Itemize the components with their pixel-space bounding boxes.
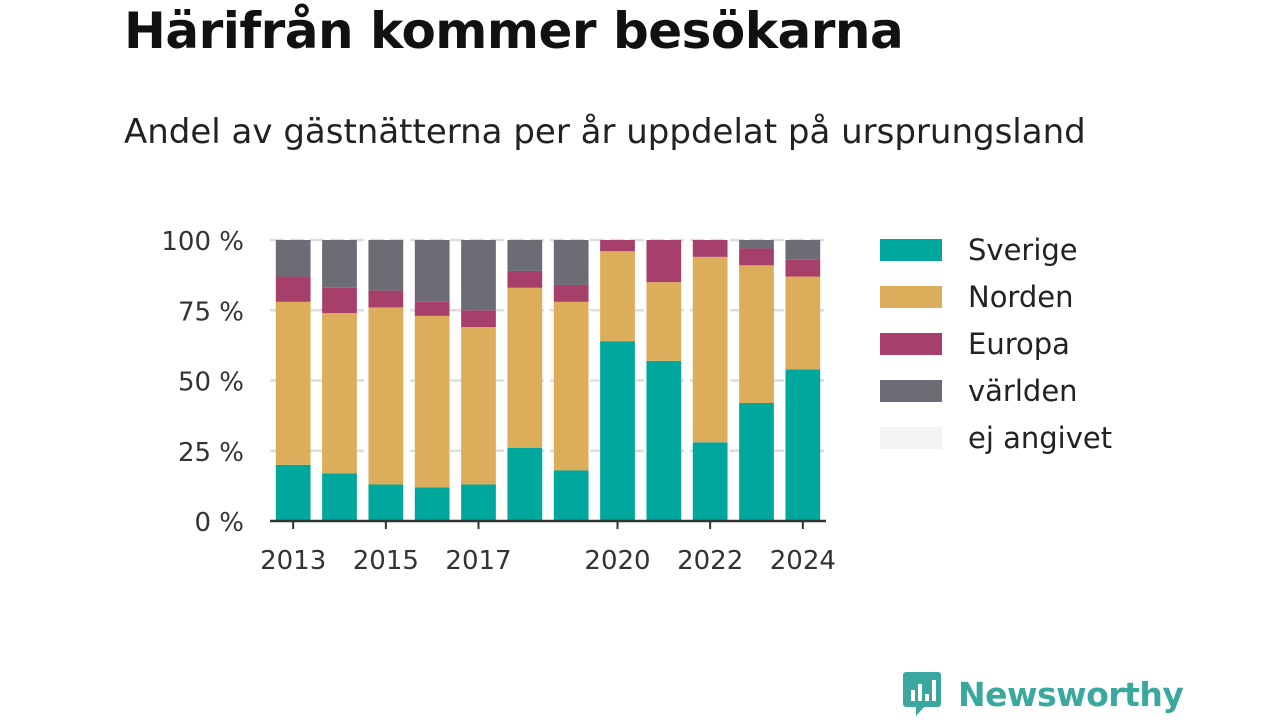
bar-segment [275,240,311,277]
bar-segment [507,287,543,448]
bar-segment [368,290,404,308]
legend-item: ej angivet [880,414,1112,461]
bar-segment [785,240,821,260]
bar-segment [785,259,821,277]
bar-segment [600,251,635,342]
legend-label: världen [968,373,1078,408]
bar-segment [322,313,357,474]
bar-segment [507,270,543,288]
legend-item: Europa [880,320,1112,367]
x-tick-label: 2020 [584,546,650,576]
bar-segment [600,341,635,521]
legend-label: ej angivet [968,420,1113,455]
x-tick-label: 2022 [677,546,743,576]
chart-legend: Sverige Norden Europa världen ej angivet [880,226,1112,461]
y-tick-label: 100 % [161,227,244,257]
bar-segment [785,369,821,521]
bar-segment [368,484,404,521]
legend-swatch [880,426,942,449]
legend-label: Europa [968,326,1070,361]
bar-segment [739,240,774,249]
x-tick-label: 2017 [445,546,511,576]
bar-segment [646,282,682,361]
bar-segment [739,402,774,521]
legend-label: Norden [968,279,1074,314]
chart-title: Härifrån kommer besökarna [124,2,904,60]
newsworthy-logo-icon [903,672,941,716]
bar-segment [553,284,589,302]
bar-segment [275,464,311,521]
bar-segment [275,301,311,465]
bar-segment [461,327,496,485]
legend-label: Sverige [968,232,1078,267]
bar-segment [507,240,543,271]
x-tick-label: 2024 [770,546,836,576]
newsworthy-logo: Newsworthy [902,670,1184,718]
bar-segment [368,307,404,485]
bar-segment [414,240,450,302]
bar-segment [461,484,496,521]
bar-segment [414,301,450,316]
bar-segment [414,315,450,488]
bar-segment [553,470,589,521]
y-tick-label: 75 % [178,297,244,327]
bar-segment [507,447,543,521]
y-tick-label: 25 % [178,438,244,468]
bar-segment [553,240,589,285]
bar-segment [739,248,774,266]
bar-segment [461,310,496,328]
legend-item: Sverige [880,226,1112,273]
bar-segment [739,265,774,403]
bar-segment [646,240,682,283]
y-tick-label: 0 % [194,508,244,538]
x-tick-label: 2015 [353,546,419,576]
bar-segment [692,256,728,443]
legend-item: världen [880,367,1112,414]
bar-segment [646,360,682,521]
legend-item: Norden [880,273,1112,320]
legend-swatch [880,285,942,308]
bar-segment [275,276,311,302]
brand-name: Newsworthy [958,674,1184,714]
bar-segment [785,276,821,370]
legend-swatch [880,379,942,402]
bar-segment [553,301,589,471]
bar-segment [692,240,728,257]
bar-segment [692,442,728,521]
bar-segment [322,287,357,314]
legend-swatch [880,332,942,355]
bar-segment [322,240,357,288]
bar-segment [600,240,635,252]
chart-subtitle: Andel av gästnätterna per år uppdelat på… [124,112,1086,152]
x-tick-label: 2013 [260,546,326,576]
legend-swatch [880,238,942,261]
y-tick-label: 50 % [178,368,244,398]
bar-segment [368,240,404,291]
bar-segment [322,473,357,521]
bar-segment [461,240,496,311]
bar-segment [414,487,450,521]
